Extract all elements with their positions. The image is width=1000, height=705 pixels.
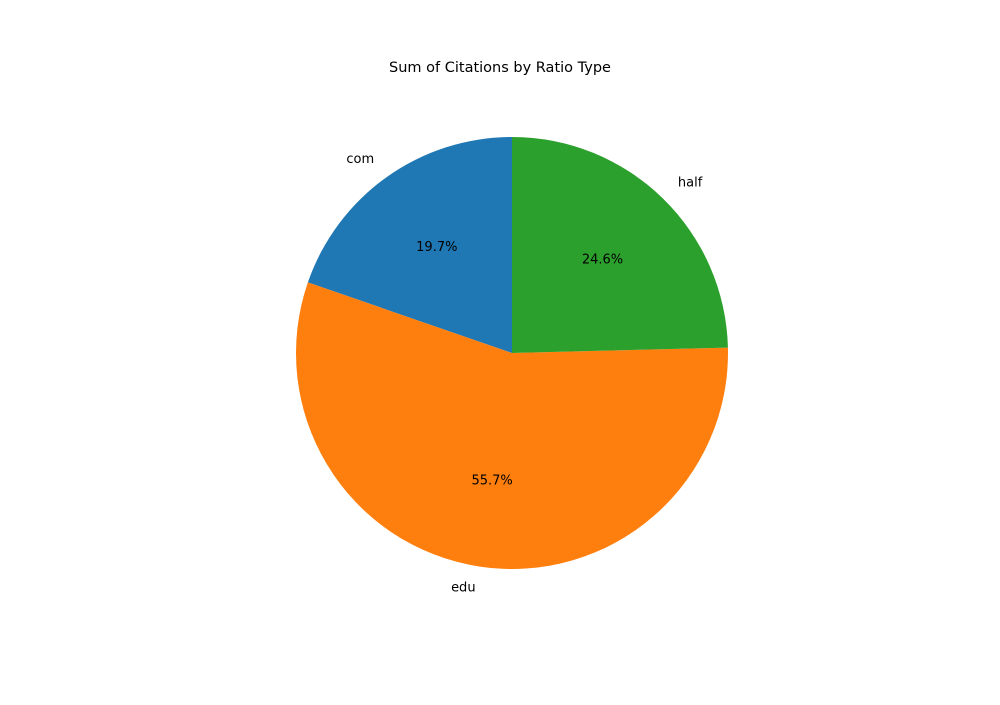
pie-slice-edu (295, 282, 728, 570)
slice-percent-com: 19.7% (416, 240, 457, 255)
pie-slice-com (307, 137, 512, 353)
slice-percent-edu: 55.7% (471, 474, 512, 489)
chart-title: Sum of Citations by Ratio Type (389, 60, 611, 76)
slice-label-edu: edu (451, 580, 476, 595)
slice-label-half: half (678, 175, 703, 190)
slice-percent-half: 24.6% (582, 253, 623, 268)
slice-label-com: com (346, 152, 374, 167)
pie-slice-half (512, 137, 728, 353)
